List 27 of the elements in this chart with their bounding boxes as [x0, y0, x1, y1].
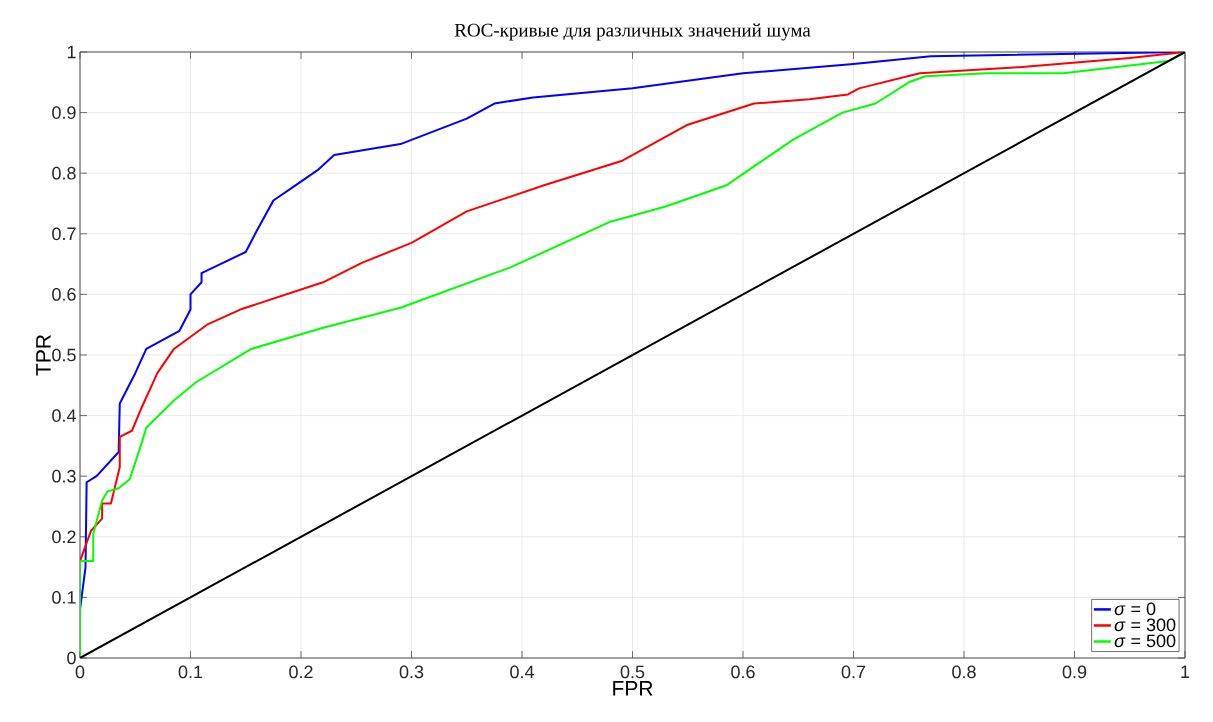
x-tick-label: 0.3: [399, 665, 424, 679]
y-tick-label: 0.4: [52, 409, 76, 422]
x-tick-label: 1: [1181, 665, 1190, 678]
x-tick-label: 0.9: [1062, 665, 1087, 679]
x-tick-label: 0.5: [620, 665, 645, 679]
x-tick-label: 0.6: [731, 665, 755, 679]
y-tick-label: 0.6: [52, 288, 76, 301]
y-tick-label: 0.2: [52, 530, 76, 544]
y-tick-label: 1: [67, 45, 76, 59]
legend-label: σ = 500: [1114, 634, 1176, 648]
y-tick-label: 0.1: [52, 591, 76, 604]
legend-label: σ = 300: [1114, 618, 1176, 632]
y-axis-title: TPR: [36, 334, 51, 376]
y-tick-label: 0.5: [52, 348, 76, 362]
y-tick-label: 0.3: [52, 469, 76, 483]
x-tick-label: 0.8: [952, 665, 976, 679]
x-tick-label: 0.7: [841, 665, 866, 679]
chart-title: ROC-кривые для различных значений шума: [454, 23, 811, 41]
x-axis-title: FPR: [613, 681, 653, 696]
y-tick-label: 0: [67, 651, 76, 665]
y-tick-label: 0.7: [52, 227, 76, 241]
y-tick-label: 0.9: [52, 106, 76, 119]
x-tick-label: 0.2: [289, 665, 313, 679]
y-tick-label: 0.8: [52, 166, 76, 180]
legend-label: σ = 0: [1114, 602, 1156, 616]
x-tick-label: 0.4: [510, 665, 534, 679]
x-tick-label: 0.1: [178, 665, 203, 679]
